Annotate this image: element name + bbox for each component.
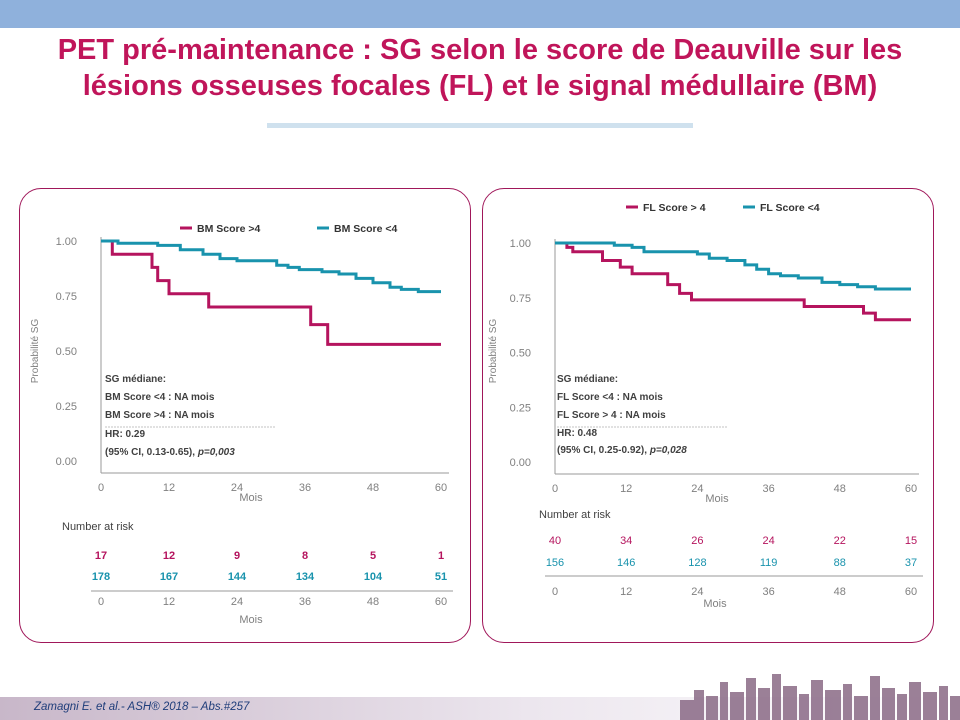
risk-value: 104 [364,571,383,583]
risk-table-title: Number at risk [62,521,134,533]
risk-value: 51 [435,571,447,583]
y-tick-label: 0.75 [510,293,531,305]
y-tick-label: 0.25 [56,401,77,413]
km-panel-fl: 0.00 0.25 0.50 0.75 1.00 0 12 24 36 48 60 Mois Proba… [482,188,934,643]
risk-value: 167 [160,571,178,583]
risk-value: 5 [370,550,376,562]
x-tick-label: 48 [834,483,846,495]
risk-value: 178 [92,571,110,583]
title-line-1: PET pré-maintenance : SG selon le score … [57,34,903,66]
y-tick-label: 0.00 [56,456,77,468]
risk-x-tick-label: 0 [552,586,558,598]
x-tick-label: 24 [691,483,703,495]
y-tick-label: 0.75 [56,291,77,303]
risk-x-tick-label: 60 [905,586,917,598]
legend-label: FL Score <4 [760,202,820,214]
risk-x-tick-label: 48 [834,586,846,598]
x-axis-title: Mois [705,493,729,505]
risk-x-axis-title: Mois [703,598,727,610]
p-value: p=0,028 [649,445,687,456]
x-tick-label: 12 [163,482,175,494]
km-curve-high-score [555,241,911,322]
annotation-line: SG médiane: [557,374,618,385]
risk-value: 88 [834,557,846,569]
risk-value: 26 [691,535,703,547]
annotation-line: BM Score >4 : NA mois [105,410,215,421]
x-tick-label: 36 [762,483,774,495]
risk-value: 144 [228,571,247,583]
ci-text: (95% CI, 0.13-0.65), [105,447,198,458]
risk-value: 146 [617,557,635,569]
risk-value: 22 [834,535,846,547]
legend-label: FL Score > 4 [643,202,706,214]
risk-value: 12 [163,550,175,562]
y-tick-label: 0.25 [510,402,531,414]
km-panel-bm: 0.00 0.25 0.50 0.75 1.00 0 12 24 36 48 60 Mois Proba… [19,188,471,643]
annotation-line: HR: 0.29 [105,429,145,440]
x-tick-label: 36 [299,482,311,494]
risk-value: 24 [762,535,774,547]
risk-value: 37 [905,557,917,569]
annotation-line: HR: 0.48 [557,428,597,439]
y-axis-title: Probabilité SG [30,319,41,384]
y-tick-label: 1.00 [510,238,531,250]
risk-x-tick-label: 48 [367,596,379,608]
y-tick-label: 0.50 [510,348,531,360]
legend-label: BM Score >4 [197,223,260,235]
risk-x-axis-title: Mois [239,614,263,626]
citation: Zamagni E. et al.- ASH® 2018 – Abs.#257 [34,701,250,713]
risk-value: 15 [905,535,917,547]
km-curve-low-score [101,239,441,294]
risk-value: 156 [546,557,564,569]
risk-x-tick-label: 24 [691,586,703,598]
slide-title: PET pré-maintenance : SG selon le score … [0,32,960,104]
risk-value: 8 [302,550,308,562]
risk-value: 119 [760,557,778,569]
risk-value: 134 [296,571,315,583]
ci-text: (95% CI, 0.25-0.92), [557,445,650,456]
y-tick-label: 0.50 [56,346,77,358]
annotation-ci: (95% CI, 0.13-0.65), p=0,003 [105,447,235,458]
annotation-line: SG médiane: [105,374,166,385]
risk-x-tick-label: 36 [299,596,311,608]
y-axis-title: Probabilité SG [488,319,499,384]
x-axis-title: Mois [239,492,263,504]
risk-x-tick-label: 36 [762,586,774,598]
x-tick-label: 60 [435,482,447,494]
title-underline [267,123,693,128]
y-tick-label: 1.00 [56,236,77,248]
risk-x-tick-label: 24 [231,596,243,608]
annotation-ci: (95% CI, 0.25-0.92), p=0,028 [557,445,687,456]
risk-value: 34 [620,535,632,547]
y-tick-label: 0.00 [510,457,531,469]
x-tick-label: 48 [367,482,379,494]
risk-value: 40 [549,535,561,547]
x-tick-label: 12 [620,483,632,495]
annotation-line: FL Score <4 : NA mois [557,392,663,403]
km-curve-high-score [101,239,441,346]
risk-x-tick-label: 0 [98,596,104,608]
x-tick-label: 0 [552,483,558,495]
km-chart-bm: 0.00 0.25 0.50 0.75 1.00 0 12 24 36 48 60 Mois Proba… [30,223,453,626]
risk-x-tick-label: 60 [435,596,447,608]
x-tick-label: 0 [98,482,104,494]
risk-table-title: Number at risk [539,509,611,521]
top-banner [0,0,960,28]
risk-x-tick-label: 12 [163,596,175,608]
legend-label: BM Score <4 [334,223,397,235]
p-value: p=0,003 [197,447,235,458]
annotation-line: BM Score <4 : NA mois [105,392,215,403]
x-tick-label: 24 [231,482,243,494]
title-line-2: lésions osseuses focales (FL) et le sign… [82,70,878,102]
annotation-line: FL Score > 4 : NA mois [557,410,666,421]
x-tick-label: 60 [905,483,917,495]
risk-x-tick-label: 12 [620,586,632,598]
risk-value: 128 [688,557,706,569]
risk-value: 1 [438,550,444,562]
km-curve-low-score [555,241,911,291]
city-skyline-image [680,674,960,720]
km-chart-fl: 0.00 0.25 0.50 0.75 1.00 0 12 24 36 48 60 Mois Proba… [488,202,923,610]
risk-value: 9 [234,550,240,562]
risk-value: 17 [95,550,107,562]
